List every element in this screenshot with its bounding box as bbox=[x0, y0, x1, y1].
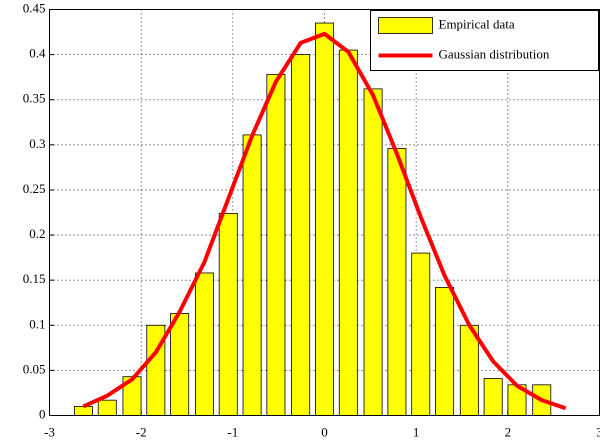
bar bbox=[73, 406, 93, 416]
bar bbox=[483, 378, 503, 416]
x-tick-label: -2 bbox=[136, 424, 147, 439]
legend-swatch bbox=[378, 17, 433, 34]
line bbox=[82, 31, 567, 411]
y-tick-label: 0.35 bbox=[23, 91, 46, 106]
y-tick-label: 0.2 bbox=[29, 226, 45, 241]
bar bbox=[338, 49, 358, 416]
x-tick-label: 0 bbox=[321, 424, 328, 439]
x-tick-label: 1 bbox=[413, 424, 420, 439]
bar bbox=[97, 399, 117, 416]
y-tick-label: 0.25 bbox=[23, 181, 46, 196]
x-tick-label: 2 bbox=[505, 424, 512, 439]
y-tick-label: 0.1 bbox=[29, 316, 45, 331]
bar bbox=[266, 74, 286, 416]
bar bbox=[218, 213, 238, 416]
legend-label: Gaussian distribution bbox=[439, 46, 550, 61]
x-tick-label: -3 bbox=[44, 424, 55, 439]
bar bbox=[387, 148, 407, 416]
bar bbox=[242, 134, 262, 416]
y-tick-label: 0.4 bbox=[29, 46, 46, 61]
bar bbox=[194, 272, 214, 416]
bar bbox=[459, 324, 479, 416]
bar bbox=[411, 252, 431, 416]
bar bbox=[363, 88, 383, 416]
y-tick-label: 0.15 bbox=[23, 271, 46, 286]
y-tick-label: 0.05 bbox=[23, 361, 46, 376]
x-tick-label: -1 bbox=[227, 424, 238, 439]
y-tick-label: 0.45 bbox=[23, 0, 46, 15]
x-tick-label: 3 bbox=[596, 424, 600, 439]
bar bbox=[170, 313, 190, 416]
y-tick-label: 0 bbox=[39, 406, 46, 421]
bar bbox=[291, 54, 311, 416]
legend-label: Empirical data bbox=[439, 16, 515, 31]
y-tick-label: 0.3 bbox=[29, 136, 45, 151]
bar bbox=[435, 286, 455, 416]
bar bbox=[315, 22, 334, 416]
